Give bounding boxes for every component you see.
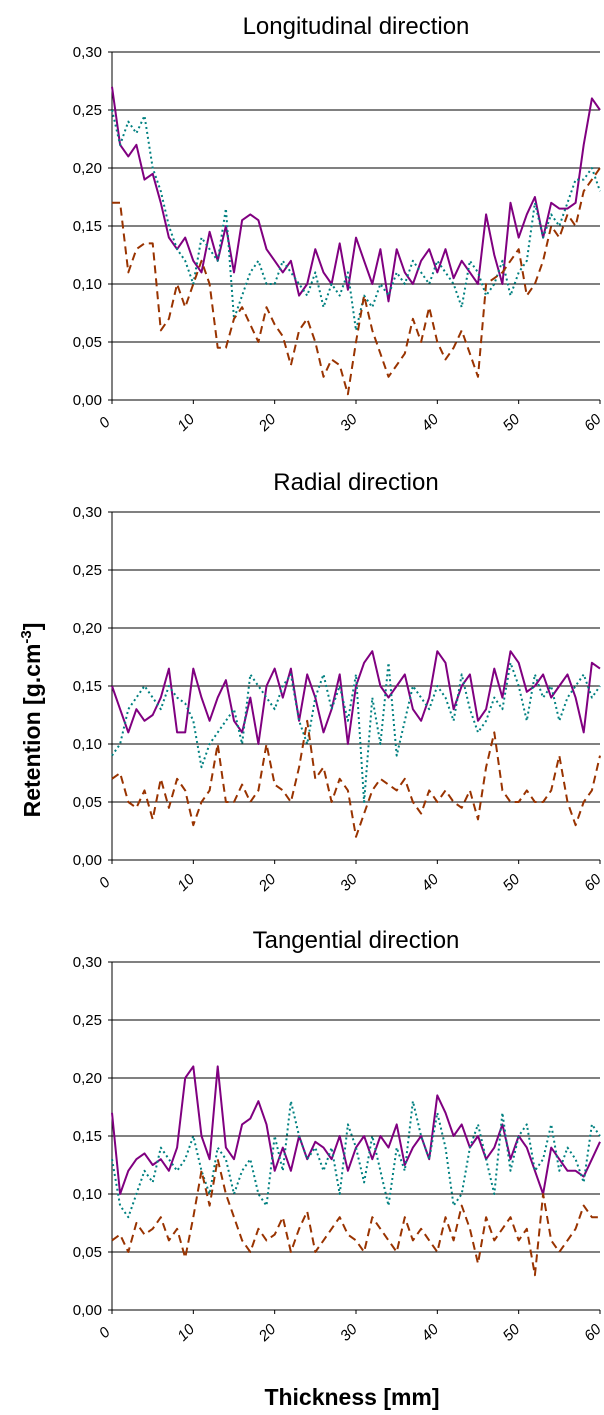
series-line-dashed	[112, 167, 601, 396]
x-tick-label: 10	[174, 870, 198, 894]
x-tick-label: 10	[174, 410, 198, 434]
y-tick-label: 0,30	[73, 504, 102, 521]
y-tick-label: 0,10	[73, 276, 102, 293]
x-tick-label: 40	[418, 410, 442, 434]
y-tick-label: 0,15	[73, 218, 102, 235]
x-tick-label: 30	[337, 1320, 361, 1344]
x-tick-label: 0	[96, 873, 114, 891]
y-tick-label: 0,15	[73, 1128, 102, 1145]
x-tick-label: 20	[255, 410, 280, 435]
x-axis-title: Thickness [mm]	[264, 1384, 439, 1410]
series-line-dotted	[111, 661, 601, 803]
y-tick-label: 0,00	[73, 852, 102, 869]
x-tick-label: 50	[500, 1320, 524, 1344]
x-tick-label: 60	[581, 410, 604, 434]
chart-title: Radial direction	[273, 469, 438, 496]
x-tick-label: 10	[174, 1320, 198, 1344]
series-line-dotted	[111, 1100, 601, 1219]
y-axis-title: Retention [g.cm-3]	[18, 623, 45, 818]
y-tick-label: 0,20	[73, 1070, 102, 1087]
x-tick-label: 40	[418, 870, 442, 894]
x-tick-label: 30	[337, 870, 361, 894]
series-line-solid	[111, 86, 601, 303]
x-tick-label: 0	[96, 413, 114, 431]
series-line-dashed	[111, 719, 601, 838]
series-line-solid	[111, 650, 601, 745]
chart-title: Longitudinal direction	[243, 13, 470, 40]
y-tick-label: 0,05	[73, 1244, 102, 1261]
chart-longitudinal: Longitudinal direction 0,00 0,05 0,10 0,15 0…	[73, 13, 604, 435]
y-tick-label: 0,10	[73, 736, 102, 753]
chart-title: Tangential direction	[253, 927, 460, 954]
y-tick-label: 0,25	[73, 562, 102, 579]
series-line-solid	[111, 1065, 601, 1195]
y-tick-label: 0,00	[73, 1302, 102, 1319]
y-tick-label: 0,20	[73, 620, 102, 637]
y-tick-label: 0,15	[73, 678, 102, 695]
x-tick-label: 50	[500, 410, 524, 434]
y-tick-label: 0,05	[73, 334, 102, 351]
y-tick-label: 0,25	[73, 1012, 102, 1029]
y-tick-label: 0,05	[73, 794, 102, 811]
y-tick-label: 0,25	[73, 102, 102, 119]
chart-tangential: Tangential direction 0,00 0,05 0,10 0,15 0,2…	[73, 927, 604, 1345]
x-tick-label: 60	[581, 870, 604, 894]
y-tick-label: 0,10	[73, 1186, 102, 1203]
x-tick-label: 20	[255, 1320, 280, 1345]
x-tick-label: 60	[581, 1320, 604, 1344]
chart-radial: Radial direction 0,00 0,05 0,10 0,15 0,20 0,2…	[73, 469, 604, 895]
series-line-dotted	[111, 109, 601, 332]
y-tick-label: 0,30	[73, 44, 102, 61]
series-line-dashed	[111, 1158, 600, 1277]
y-tick-label: 0,30	[73, 954, 102, 971]
y-tick-label: 0,00	[73, 392, 102, 409]
x-tick-label: 20	[255, 870, 280, 895]
x-tick-label: 50	[500, 870, 524, 894]
y-tick-label: 0,20	[73, 160, 102, 177]
x-tick-label: 30	[337, 410, 361, 434]
x-tick-label: 40	[418, 1320, 442, 1344]
x-tick-label: 0	[96, 1323, 114, 1341]
